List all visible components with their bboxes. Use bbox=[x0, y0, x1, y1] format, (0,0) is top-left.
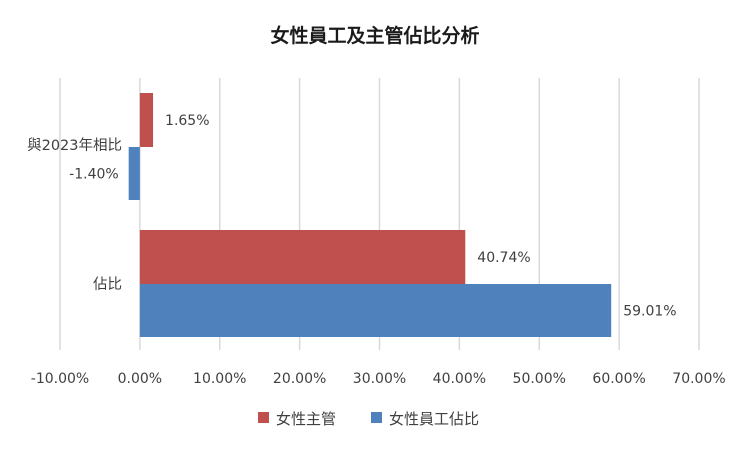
x-tick-label: 50.00% bbox=[513, 371, 566, 387]
x-tick-label: 60.00% bbox=[592, 371, 645, 387]
data-label: -1.40% bbox=[69, 167, 119, 183]
category-label: 與2023年相比 bbox=[27, 137, 122, 154]
x-tick-label: 0.00% bbox=[118, 371, 162, 387]
x-axis-tick-labels: -10.00% 0.00% 10.00% 20.00% 30.00% 40.00% 50.0… bbox=[31, 371, 726, 387]
x-tick-label: 70.00% bbox=[672, 371, 725, 387]
data-label: 40.74% bbox=[477, 250, 530, 266]
bar-female-staff-0 bbox=[128, 147, 140, 200]
bar-female-manager-0 bbox=[139, 93, 154, 147]
data-label: 59.01% bbox=[623, 304, 676, 320]
legend-label: 女性員工佔比 bbox=[389, 410, 479, 428]
bar-female-staff-1 bbox=[139, 284, 612, 337]
x-tick-label: 10.00% bbox=[193, 371, 246, 387]
bar-female-manager-1 bbox=[139, 230, 466, 284]
x-tick-label: 20.00% bbox=[273, 371, 326, 387]
x-tick-label: 40.00% bbox=[433, 371, 486, 387]
x-tick-label: 30.00% bbox=[353, 371, 406, 387]
legend-swatch bbox=[371, 412, 382, 423]
bars bbox=[128, 93, 612, 337]
x-tick-label: -10.00% bbox=[31, 371, 89, 387]
legend-label: 女性主管 bbox=[276, 410, 336, 428]
category-label: 佔比 bbox=[93, 276, 122, 293]
data-label: 1.65% bbox=[165, 113, 209, 129]
legend: 女性主管 女性員工佔比 bbox=[258, 410, 479, 428]
gridlines bbox=[59, 78, 700, 350]
data-labels: 1.65% -1.40% 40.74% 59.01% bbox=[69, 113, 676, 320]
legend-swatch bbox=[258, 412, 269, 423]
chart-title: 女性員工及主管佔比分析 bbox=[270, 24, 479, 47]
